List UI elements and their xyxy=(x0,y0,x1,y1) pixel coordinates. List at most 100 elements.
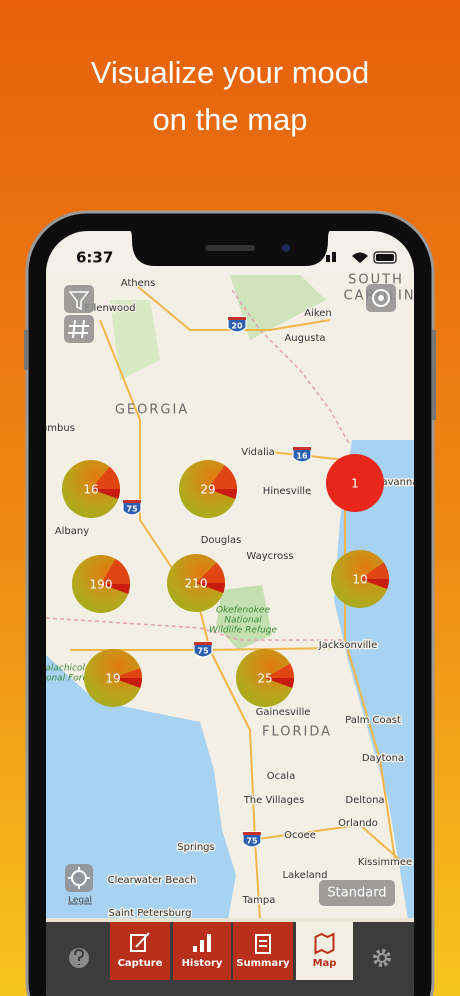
map-label: Douglas xyxy=(201,535,242,546)
camera xyxy=(282,244,290,252)
cluster-wedge xyxy=(113,668,142,678)
target-icon xyxy=(372,289,390,307)
mood-cluster[interactable]: 16 xyxy=(62,460,120,518)
screen: AthensEllenwoodSOUTHCAROLINAAikenAugusta… xyxy=(25,231,426,996)
map-label: Savannah xyxy=(375,477,425,488)
cluster-wedge xyxy=(196,583,225,593)
map-label: Ocala xyxy=(267,771,295,782)
mood-cluster[interactable]: 10 xyxy=(331,550,389,608)
highway-shield xyxy=(122,499,142,516)
road xyxy=(99,319,261,921)
map-label: National xyxy=(224,616,262,626)
cluster-count: 190 xyxy=(90,578,113,592)
map-label: Wildlife Refuge xyxy=(209,626,278,636)
highway-shield-top xyxy=(243,832,261,835)
tab[interactable]: Map xyxy=(296,922,353,980)
highway-shield-top xyxy=(228,317,246,320)
cluster-count: 16 xyxy=(83,483,98,497)
mood-cluster[interactable]: 29 xyxy=(179,460,237,518)
park-area xyxy=(230,275,326,340)
tab-icon xyxy=(314,932,335,955)
cluster-pie xyxy=(326,454,384,512)
filter-icon xyxy=(68,291,90,311)
tab[interactable]: Capture xyxy=(110,922,170,980)
highway-number: 75 xyxy=(197,647,209,656)
battery xyxy=(373,251,397,264)
battery-level xyxy=(376,254,394,261)
tab-icon xyxy=(193,934,211,952)
map[interactable]: AthensEllenwoodSOUTHCAROLINAAikenAugusta… xyxy=(25,273,426,921)
tab-label: Map xyxy=(313,958,337,969)
cluster-count: 1 xyxy=(351,477,359,491)
mood-cluster[interactable]: 210 xyxy=(167,554,225,612)
map-label: SOUTH xyxy=(348,273,404,288)
map-type-bg[interactable] xyxy=(319,880,395,906)
cluster-wedge xyxy=(265,678,294,688)
help-icon xyxy=(74,948,85,965)
map-label: Jacksonville xyxy=(318,640,377,651)
tab-label: Capture xyxy=(118,958,163,969)
tab[interactable]: Summary xyxy=(233,922,293,980)
side-button xyxy=(24,330,28,370)
headline: Visualize your mood on the map xyxy=(91,55,370,137)
highway-shield-top xyxy=(194,642,212,645)
cluster-count: 29 xyxy=(200,483,215,497)
settings-target-button[interactable] xyxy=(366,284,396,312)
tab-label: History xyxy=(182,958,223,969)
locate-bg xyxy=(65,864,93,892)
road xyxy=(344,460,396,861)
map-label: Ocoee xyxy=(284,830,316,841)
cluster-wedge xyxy=(91,489,120,499)
tag-button[interactable] xyxy=(64,315,94,343)
cluster-wedge xyxy=(113,678,142,688)
highway-shield-top xyxy=(123,500,141,503)
status-time: 6:37 xyxy=(76,249,113,267)
map-label: Gainesville xyxy=(256,707,311,718)
tab[interactable]: History xyxy=(173,922,231,980)
cluster-count: 19 xyxy=(105,672,120,686)
cluster-count: 210 xyxy=(185,577,208,591)
hash-icon xyxy=(68,319,89,339)
map-label: Augusta xyxy=(284,333,325,344)
mood-cluster[interactable]: 25 xyxy=(236,649,294,707)
highway-number: 16 xyxy=(296,452,308,461)
mood-cluster[interactable]: 190 xyxy=(72,555,130,613)
tabs: Capture History Summary Map xyxy=(110,922,353,980)
map-label: Tampa xyxy=(242,895,276,906)
gulf xyxy=(46,655,236,920)
map-label: Vidalia xyxy=(241,447,275,458)
signal xyxy=(326,255,330,262)
locate-cross xyxy=(68,867,90,889)
map-label: FLORIDA xyxy=(262,725,332,740)
highway-number: 75 xyxy=(246,837,258,846)
signal xyxy=(332,252,336,262)
state-border xyxy=(46,617,345,641)
map-label: Waycross xyxy=(246,551,293,562)
locate-button[interactable] xyxy=(65,864,93,892)
filter-button[interactable] xyxy=(64,285,94,313)
wifi xyxy=(352,252,368,263)
mood-cluster[interactable]: 1 xyxy=(326,454,384,512)
cluster-count: 25 xyxy=(257,672,272,686)
cluster-wedge xyxy=(208,465,237,489)
map-label: GEORGIA xyxy=(115,403,189,418)
map-label: Apalachicola xyxy=(32,664,90,674)
map-type-button[interactable]: Standard xyxy=(327,886,386,901)
map-label: Columbus xyxy=(25,423,75,434)
legal-link[interactable]: Legal xyxy=(68,896,92,906)
settings-gear[interactable] xyxy=(373,949,391,967)
map-label: Deltona xyxy=(345,795,384,806)
map-label: Lakeland xyxy=(283,870,328,881)
map-label: Orlando xyxy=(338,818,378,829)
map-label: Saint Petersburg xyxy=(109,908,192,919)
road xyxy=(249,823,401,861)
cluster-wedge xyxy=(265,663,294,678)
tag-bg xyxy=(64,315,94,343)
mood-cluster[interactable]: 19 xyxy=(84,649,142,707)
cluster-wedge xyxy=(101,584,130,594)
cluster-wedge xyxy=(360,562,389,579)
settings-gear-core xyxy=(377,953,387,963)
tab-icon xyxy=(130,932,150,952)
tab-label: Summary xyxy=(236,958,290,969)
